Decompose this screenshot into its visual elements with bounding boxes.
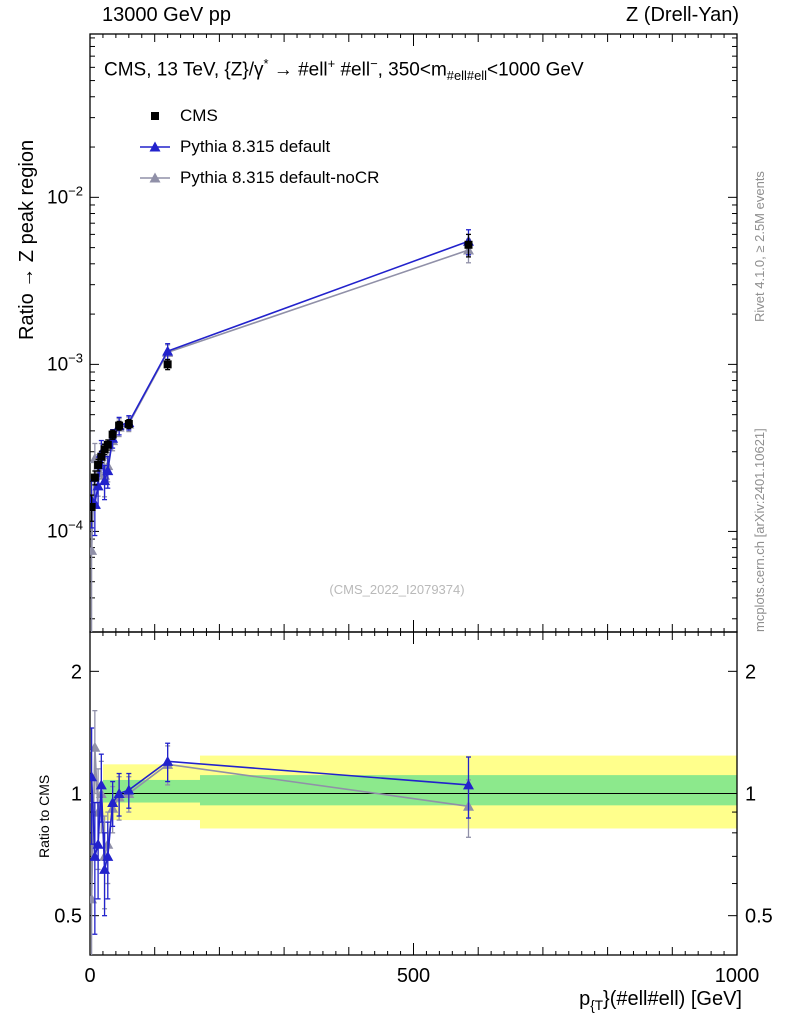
text-segment: + — [327, 56, 336, 71]
uncertainty-bands — [102, 755, 737, 829]
text-segment: * — [263, 56, 269, 71]
text-segment: p — [579, 988, 591, 1010]
text-segment: , 350<m — [377, 59, 447, 81]
square-marker-icon — [151, 111, 159, 120]
x-tick-label: 1000 — [715, 965, 760, 987]
y-tick-label: 10−3 — [47, 350, 83, 375]
legend-label: Pythia 8.315 default-noCR — [180, 167, 380, 187]
plot-title: CMS, 13 TeV, {Z}/γ* → #ell+ #ell−, 350<m… — [104, 56, 584, 83]
text-segment: <1000 GeV — [486, 59, 584, 81]
ratio-tick-label: 1 — [745, 784, 756, 806]
y-tick-label: 10−4 — [47, 517, 83, 542]
y-axis-title-ratio: Ratio to CMS — [36, 774, 52, 858]
triangle-marker-icon — [140, 141, 170, 151]
y-axis-title-main: Ratio → Z peak region — [16, 139, 38, 340]
legend-label: Pythia 8.315 default — [180, 136, 331, 156]
text-segment: {T — [590, 998, 604, 1013]
text-segment: → #ell — [268, 59, 328, 81]
ratio-series — [90, 710, 474, 955]
text-segment: #ell#ell — [446, 68, 487, 84]
text-segment: #ell — [335, 59, 371, 81]
process-label: Z (Drell-Yan) — [626, 4, 739, 26]
ratio-tick-label: 0.5 — [54, 906, 82, 928]
ratio-tick-label: 0.5 — [745, 906, 773, 928]
legend: CMS Pythia 8.315 default Pythia 8.315 defa… — [138, 100, 379, 193]
tick-labels: 10−2 10−3 10−4 2 2 1 1 0.5 0.5 0 500 1000 — [47, 183, 773, 987]
ratio-frame — [89, 631, 738, 956]
legend-item: Pythia 8.315 default-noCR — [138, 162, 379, 193]
ratio-tick-label: 2 — [745, 661, 756, 683]
beam-energy-label: 13000 GeV pp — [102, 4, 231, 26]
text-segment: }(#ell#ell) [GeV] — [603, 988, 742, 1010]
x-tick-label: 500 — [397, 965, 430, 987]
ratio-tick-label: 1 — [71, 784, 82, 806]
legend-item: Pythia 8.315 default — [138, 131, 379, 162]
legend-label: CMS — [180, 105, 218, 125]
rivet-version-note: Rivet 4.1.0, ≥ 2.5M events — [752, 171, 767, 322]
analysis-id-watermark: (CMS_2022_I2079374) — [329, 582, 465, 597]
text-segment: − — [370, 56, 378, 71]
x-axis-title: p{T}(#ell#ell) [GeV] — [579, 988, 742, 1013]
mcplots-credit: mcplots.cern.ch [arXiv:2401.10621] — [752, 428, 767, 632]
ratio-tick-label: 2 — [71, 661, 82, 683]
main-series — [90, 229, 474, 632]
y-tick-label: 10−2 — [47, 183, 83, 208]
legend-item: CMS — [138, 100, 379, 131]
triangle-marker-icon — [140, 172, 170, 182]
x-tick-label: 0 — [84, 965, 95, 987]
text-segment: CMS, 13 TeV, {Z}/γ — [104, 59, 264, 81]
